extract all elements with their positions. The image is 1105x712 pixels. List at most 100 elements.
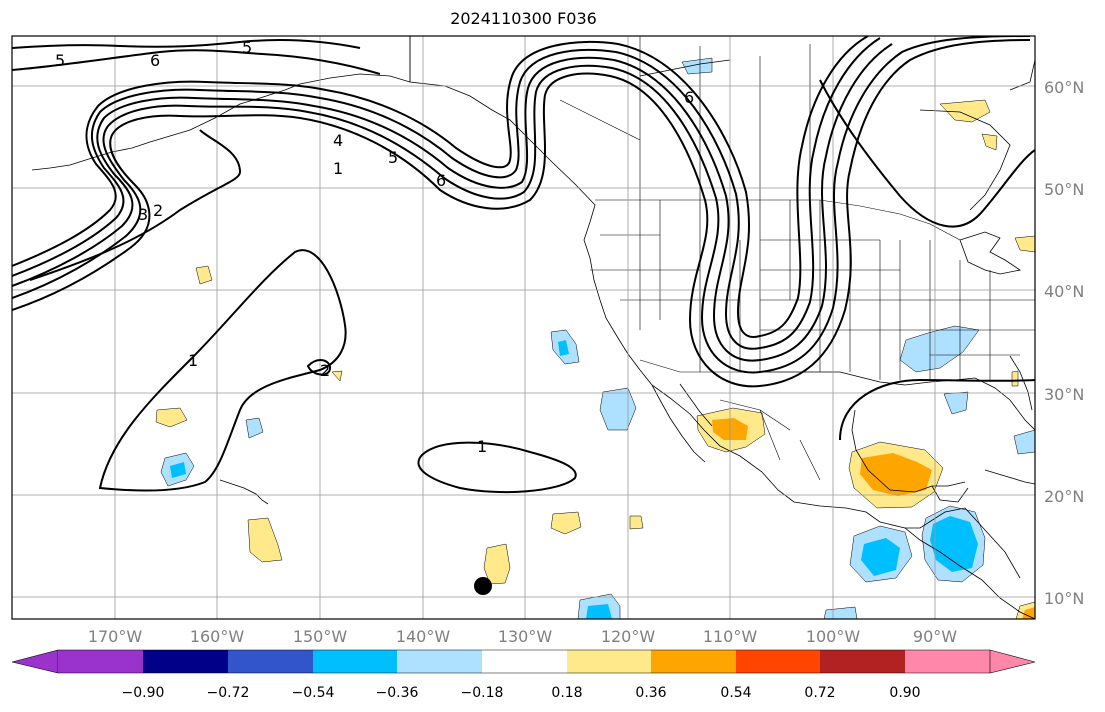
contour-line — [839, 378, 1035, 441]
colorbar-tick: −0.90 — [122, 685, 165, 701]
strong-negative-patch — [861, 538, 900, 576]
contour-label: 4 — [333, 131, 343, 150]
lon-label: 150°W — [293, 627, 348, 646]
contour-label: 6 — [150, 51, 160, 70]
positive-anomaly-patch — [1011, 370, 1019, 387]
contour-line — [819, 79, 1035, 228]
negative-anomaly-patch — [1013, 429, 1035, 455]
colorbar-segment — [905, 650, 990, 673]
positive-anomaly-patch — [331, 370, 343, 382]
hawaii-islands — [219, 479, 269, 505]
contour-label: 6 — [684, 88, 694, 107]
colorbar-segment — [313, 650, 397, 673]
strong-negative-patch — [930, 516, 978, 572]
lon-label: 110°W — [703, 627, 758, 646]
negative-anomaly-patch — [681, 57, 713, 75]
contour-label: 3 — [138, 205, 148, 224]
contour-line — [417, 441, 577, 494]
contour-line — [306, 359, 332, 376]
colorbar — [11, 649, 1036, 674]
positive-anomaly-patch — [981, 133, 998, 151]
positive-anomaly-patch — [195, 265, 213, 285]
colorbar-tick: −0.72 — [207, 685, 250, 701]
lon-label: 120°W — [601, 627, 656, 646]
black-dot-marker — [474, 577, 492, 595]
strong-positive-patch — [1022, 607, 1035, 619]
contour-line — [98, 249, 347, 492]
baja-peninsula — [651, 384, 706, 463]
colorbar-segment — [736, 650, 820, 673]
mexico-state-lines — [719, 399, 821, 481]
lon-label: 160°W — [190, 627, 245, 646]
contour-line — [12, 39, 1031, 388]
us-state-lines-central — [759, 200, 900, 380]
colorbar-tick: 0.54 — [720, 685, 751, 701]
contour-label: 5 — [242, 38, 252, 57]
colorbar-tick: 0.90 — [889, 685, 920, 701]
contour-lines — [12, 36, 1035, 494]
positive-anomaly-patch — [939, 99, 991, 123]
lon-label: 90°W — [913, 627, 957, 646]
colorbar-segment — [228, 650, 313, 673]
lat-label: 30°N — [1044, 385, 1084, 404]
map-frame — [11, 35, 1036, 620]
canada-province-borders — [559, 36, 811, 200]
strong-negative-patch — [586, 604, 612, 619]
positive-anomaly-patch — [1014, 235, 1035, 253]
negative-anomaly-patch — [245, 417, 264, 439]
colorbar-tick: 0.36 — [635, 685, 666, 701]
contour-line — [12, 39, 361, 49]
labrador-coast — [1009, 59, 1035, 91]
contour-label: 2 — [320, 361, 330, 380]
lon-label: 100°W — [806, 627, 861, 646]
colorbar-tick: −0.54 — [292, 685, 335, 701]
graticule — [12, 36, 1035, 619]
colorbar-tick: −0.18 — [461, 685, 504, 701]
contour-label: 5 — [55, 51, 65, 70]
contour-label: 1 — [188, 351, 198, 370]
lon-label: 140°W — [396, 627, 451, 646]
positive-anomaly-patch — [247, 517, 283, 563]
colorbar-segment — [397, 650, 482, 673]
cuba — [984, 469, 1035, 485]
gulf-of-california — [679, 383, 713, 427]
political-borders — [409, 36, 1035, 481]
strong-positive-patch — [860, 453, 932, 496]
contour-line — [12, 36, 1031, 374]
colorbar-segment — [820, 650, 905, 673]
colorbar-extend-high — [989, 649, 1036, 674]
contour-line — [12, 36, 869, 338]
contour-label-group: 5 6 5 6 4 5 6 1 3 2 1 2 1 — [55, 38, 694, 456]
north-america-coastline — [409, 36, 1035, 619]
lat-label: 40°N — [1044, 282, 1084, 301]
colorbar-tick: −0.36 — [376, 685, 419, 701]
coastlines — [31, 36, 1035, 619]
positive-anomaly-patch — [483, 543, 511, 585]
contour-line — [12, 43, 893, 362]
alaska-coastline — [189, 73, 411, 131]
map-title: 2024110300 F036 — [450, 9, 597, 28]
colorbar-segment — [482, 650, 567, 673]
contour-line — [12, 37, 881, 350]
us-state-lines-west — [590, 200, 741, 372]
colorbar-ticks: −0.90 −0.72 −0.54 −0.36 −0.18 0.18 0.36 … — [122, 685, 921, 701]
colorbar-extend-low — [11, 649, 59, 674]
positive-anomaly-patch — [550, 511, 582, 535]
contour-label: 1 — [477, 437, 487, 456]
positive-anomaly-patch — [155, 407, 188, 428]
colorbar-tick: 0.72 — [804, 685, 835, 701]
longitude-lines — [114, 36, 936, 619]
negative-anomaly-patch — [823, 606, 858, 619]
lat-label: 60°N — [1044, 78, 1084, 97]
hudson-bay-shore — [919, 109, 1011, 211]
great-lakes — [959, 231, 1022, 275]
contour-label: 2 — [153, 201, 163, 220]
strong-negative-patch — [558, 340, 569, 356]
colorbar-tick: 0.18 — [551, 685, 582, 701]
anomaly-fills — [155, 57, 1035, 619]
contour-label: 5 — [388, 148, 398, 167]
lat-label: 10°N — [1044, 589, 1084, 608]
florida — [1009, 355, 1033, 411]
negative-anomaly-patch — [899, 325, 980, 373]
